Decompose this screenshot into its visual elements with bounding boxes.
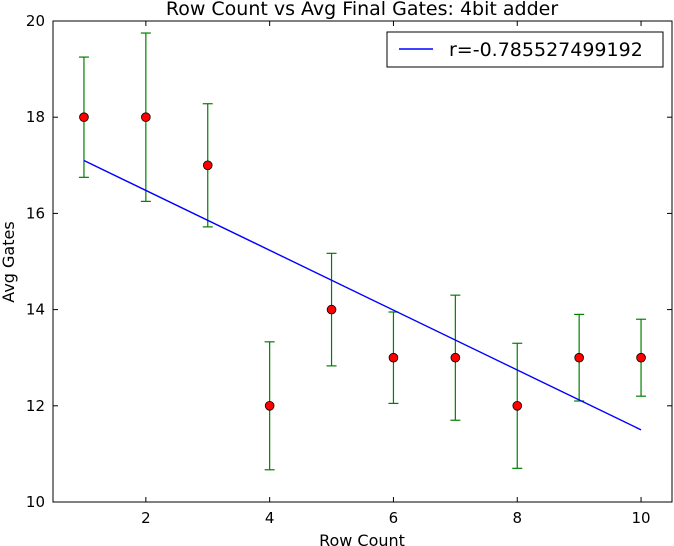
- x-tick-label: 2: [141, 509, 151, 527]
- legend: r=-0.785527499192: [386, 31, 664, 68]
- axes-group: 2 4 6 8 10 10 12 14 16 18 20: [26, 12, 673, 527]
- regression-line: [83, 159, 642, 431]
- x-tick-label: 10: [632, 509, 651, 527]
- data-points: [79, 112, 646, 411]
- data-point: [141, 112, 151, 122]
- y-tick-label: 18: [26, 108, 45, 126]
- chart-title: Row Count vs Avg Final Gates: 4bit adder: [166, 0, 558, 20]
- y-tick-label: 12: [26, 397, 45, 415]
- data-point: [636, 352, 646, 363]
- x-tick-label: 6: [389, 509, 399, 527]
- x-tick-label: 4: [265, 509, 275, 527]
- y-tick-label: 16: [26, 204, 45, 222]
- y-tick-label: 14: [26, 301, 45, 319]
- y-tick-label: 20: [26, 12, 45, 30]
- data-point: [326, 304, 337, 315]
- data-point: [264, 400, 275, 411]
- data-point: [450, 352, 461, 363]
- legend-label: r=-0.785527499192: [449, 39, 643, 61]
- x-tick-label: 8: [512, 509, 522, 527]
- plot-frame: [52, 20, 673, 503]
- data-point: [79, 112, 89, 122]
- data-point: [202, 160, 213, 171]
- plot-area: [78, 32, 647, 471]
- y-tick-label: 10: [26, 493, 45, 511]
- y-axis-label: Avg Gates: [0, 221, 18, 302]
- error-bars: [78, 32, 647, 471]
- data-point: [388, 352, 399, 363]
- data-point: [574, 352, 584, 363]
- x-axis-label: Row Count: [319, 531, 405, 546]
- data-point: [512, 400, 523, 411]
